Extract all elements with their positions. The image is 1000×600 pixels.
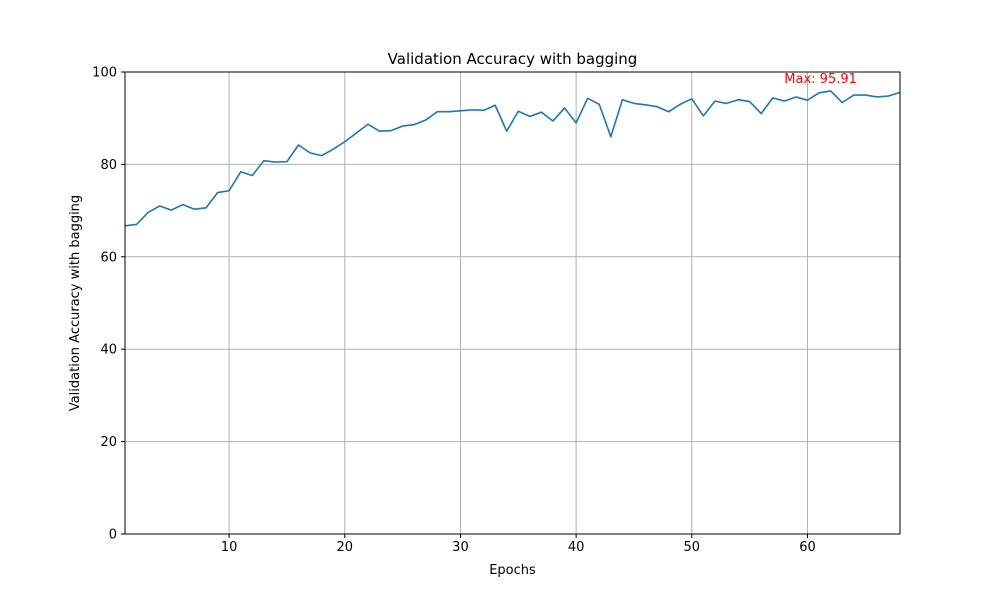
y-tick-label: 80	[100, 158, 117, 173]
data-point	[725, 102, 727, 104]
data-point	[367, 123, 369, 125]
data-point	[644, 104, 646, 106]
data-point	[621, 99, 623, 101]
data-point	[274, 161, 276, 163]
data-point	[448, 111, 450, 113]
y-tick-label: 0	[109, 528, 117, 543]
y-tick-label: 60	[100, 250, 117, 265]
x-tick-label: 30	[452, 540, 469, 555]
max-annotation: Max: 95.91	[784, 72, 857, 87]
data-point	[540, 111, 542, 113]
data-point	[263, 160, 265, 162]
data-point	[425, 119, 427, 121]
data-point	[459, 110, 461, 112]
axis-ticks: 10 20 30 40 50 60 0 20 40 60 80 100	[92, 66, 816, 556]
y-tick-label: 20	[100, 435, 117, 450]
y-tick-label: 40	[100, 343, 117, 358]
data-point	[552, 120, 554, 122]
data-point	[205, 207, 207, 209]
data-point	[598, 103, 600, 105]
data-point	[390, 129, 392, 131]
x-tick-label: 60	[799, 540, 816, 555]
data-point	[332, 148, 334, 150]
series-line	[124, 90, 901, 227]
data-point	[506, 130, 508, 132]
data-point	[239, 171, 241, 173]
data-point	[702, 115, 704, 117]
data-point	[182, 203, 184, 205]
data-point	[309, 152, 311, 154]
data-point	[436, 111, 438, 113]
y-tick-label: 100	[92, 66, 117, 81]
data-point	[378, 130, 380, 132]
data-point	[471, 109, 473, 111]
data-point	[737, 99, 739, 101]
data-point	[691, 98, 693, 100]
data-point	[841, 101, 843, 103]
data-point	[170, 209, 172, 211]
x-tick-label: 40	[568, 540, 585, 555]
data-point	[517, 110, 519, 112]
data-point	[482, 109, 484, 111]
data-point	[679, 103, 681, 105]
data-point	[806, 99, 808, 101]
data-point	[667, 111, 669, 113]
data-point	[610, 135, 612, 137]
data-point	[251, 174, 253, 176]
data-point	[228, 190, 230, 192]
data-point	[529, 115, 531, 117]
data-point	[344, 141, 346, 143]
data-point	[783, 100, 785, 102]
data-point	[795, 96, 797, 98]
data-point	[760, 112, 762, 114]
data-point	[887, 95, 889, 97]
data-point	[818, 92, 820, 94]
data-point	[714, 100, 716, 102]
data-point	[193, 208, 195, 210]
data-point	[563, 107, 565, 109]
plot-frame	[124, 71, 901, 535]
data-point	[575, 122, 577, 124]
data-point	[401, 125, 403, 127]
data-point	[286, 160, 288, 162]
data-point	[853, 94, 855, 96]
data-point	[656, 105, 658, 107]
data-point	[216, 191, 218, 193]
x-tick-label: 50	[684, 540, 701, 555]
data-point	[320, 154, 322, 156]
data-point	[876, 96, 878, 98]
data-point	[135, 223, 137, 225]
series-layer	[124, 90, 901, 227]
data-point	[633, 102, 635, 104]
data-point	[147, 211, 149, 213]
x-tick-label: 10	[221, 540, 238, 555]
data-point	[864, 94, 866, 96]
data-point	[772, 97, 774, 99]
x-tick-label: 20	[337, 540, 354, 555]
data-point	[413, 123, 415, 125]
data-point	[586, 97, 588, 99]
x-axis-label: Epochs	[489, 563, 536, 578]
data-point	[355, 132, 357, 134]
data-point	[748, 100, 750, 102]
data-point	[494, 104, 496, 106]
data-point	[159, 205, 161, 207]
chart-title: Validation Accuracy with bagging	[388, 50, 638, 68]
data-point	[297, 144, 299, 146]
data-point	[829, 90, 831, 92]
y-axis-label: Validation Accuracy with bagging	[68, 195, 83, 411]
